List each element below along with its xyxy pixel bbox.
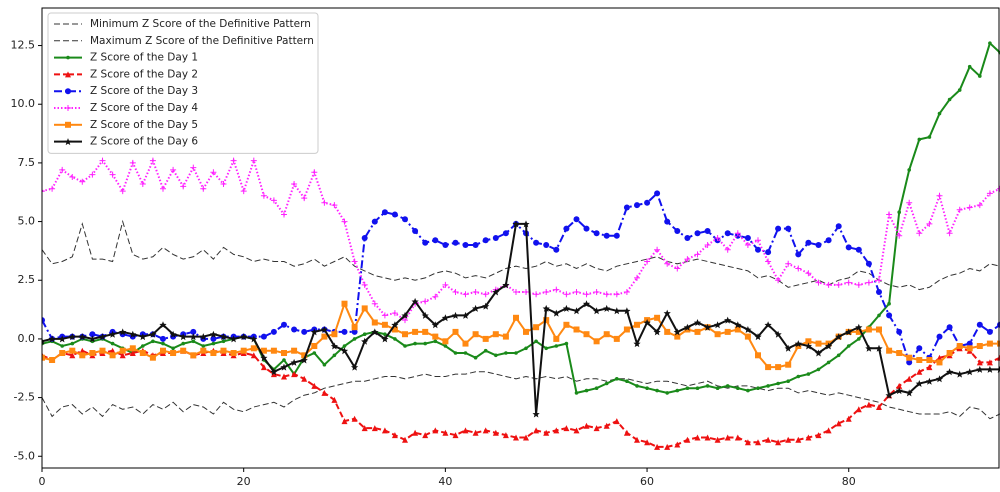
y-tick-label: 2.5	[18, 273, 36, 286]
y-tick-label: 12.5	[11, 39, 36, 52]
legend-label: Z Score of the Day 3	[90, 85, 198, 97]
x-tick-label: 20	[237, 475, 251, 488]
legend-label: Z Score of the Day 5	[90, 119, 198, 131]
series-line	[42, 157, 1000, 324]
y-tick-label: 7.5	[18, 156, 36, 169]
x-tick-label: 80	[842, 475, 856, 488]
legend-label: Minimum Z Score of the Definitive Patter…	[90, 18, 311, 30]
legend-label: Z Score of the Day 1	[90, 52, 198, 64]
x-tick-label: 0	[39, 475, 46, 488]
legend: Minimum Z Score of the Definitive Patter…	[47, 12, 319, 154]
series-line	[42, 219, 1000, 291]
y-tick-label: 0.0	[18, 332, 36, 345]
series-line	[42, 345, 1000, 450]
legend-label: Z Score of the Day 2	[90, 68, 198, 80]
plot-area	[42, 41, 1000, 450]
legend-label: Z Score of the Day 6	[90, 136, 198, 148]
y-tick-label: -2.5	[14, 391, 35, 404]
legend-label: Maximum Z Score of the Definitive Patter…	[90, 35, 314, 47]
y-tick-label: 10.0	[11, 97, 36, 110]
x-tick-label: 40	[438, 475, 452, 488]
series-line	[42, 300, 1000, 371]
y-tick-label: 5.0	[18, 215, 36, 228]
x-tick-label: 60	[640, 475, 654, 488]
legend-label: Z Score of the Day 4	[90, 102, 198, 114]
series-line	[42, 220, 1000, 418]
legend-box	[47, 12, 319, 154]
axes-frame	[41, 7, 1000, 469]
axes: 0 20 40 60 80 -5.0 -2.5 0.0 2.5 5.0 7.5 10.0 12.5	[11, 39, 856, 488]
y-tick-label: -5.0	[14, 449, 35, 462]
